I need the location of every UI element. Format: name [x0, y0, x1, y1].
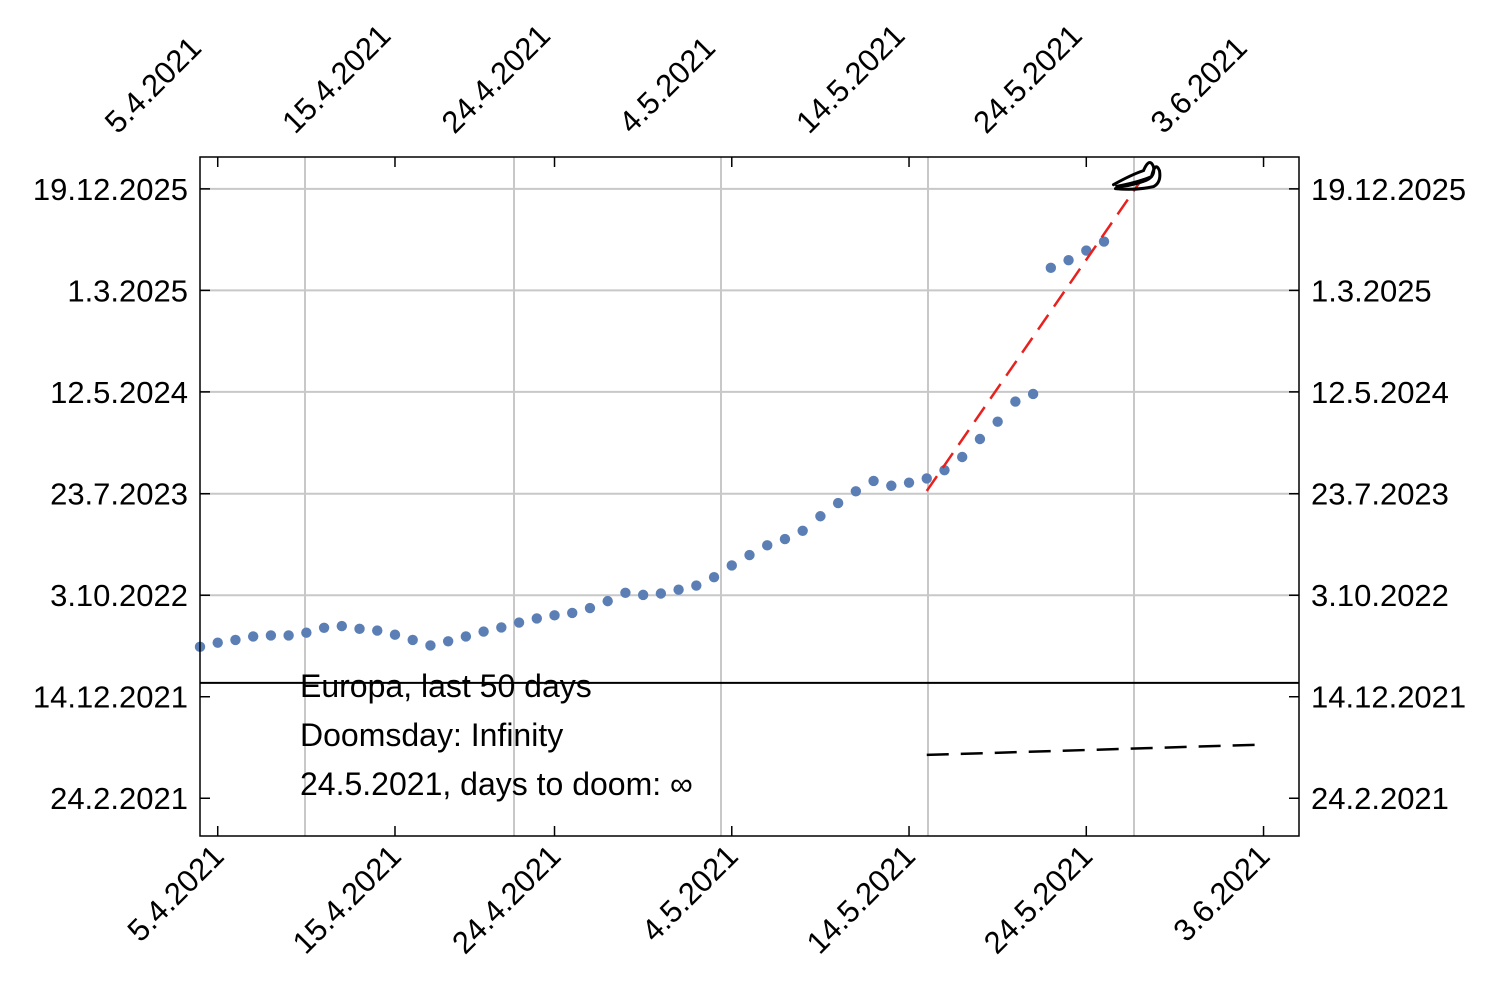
data-point: [442, 636, 454, 647]
x-tick-label-top: 24.5.2021: [966, 18, 1088, 140]
x-tick-label: 14.5.2021: [800, 838, 922, 960]
y-tick-label: 3.10.2022: [50, 578, 188, 613]
x-tick-label-top: 5.4.2021: [98, 30, 208, 140]
data-point: [1063, 255, 1074, 266]
data-point: [691, 580, 702, 591]
data-point: [1027, 388, 1039, 400]
data-point: [230, 634, 241, 646]
data-point: [247, 631, 259, 642]
data-point: [762, 540, 773, 551]
data-point: [407, 634, 418, 646]
data-point: [301, 627, 312, 638]
data-point: [513, 617, 525, 628]
data-point: [708, 572, 720, 583]
y-tick-label: 1.3.2025: [67, 273, 188, 308]
annotation-line-3: 24.5.2021, days to doom: ∞: [300, 766, 693, 802]
fit-line: [925, 181, 1141, 492]
data-point: [939, 464, 950, 476]
data-point: [850, 486, 862, 497]
y-tick-label-right: 12.5.2024: [1311, 375, 1449, 410]
data-point: [921, 473, 932, 484]
plot-border: [199, 156, 1300, 837]
data-point: [992, 416, 1003, 427]
data-point: [903, 477, 915, 488]
data-point: [265, 630, 277, 641]
x-tick-label: 3.6.2021: [1166, 838, 1276, 948]
y-tick-label-right: 23.7.2023: [1311, 477, 1449, 512]
data-point: [886, 480, 897, 491]
data-point: [620, 587, 631, 599]
y-tick-label: 19.12.2025: [33, 172, 188, 207]
data-point: [336, 620, 348, 632]
y-tick-label-right: 19.12.2025: [1311, 172, 1466, 207]
data-point: [372, 625, 383, 636]
data-point: [655, 588, 667, 599]
data-point: [478, 626, 489, 637]
data-point: [531, 613, 542, 624]
y-tick-label: 23.7.2023: [50, 477, 188, 512]
y-tick-label-right: 1.3.2025: [1311, 273, 1432, 308]
x-tick-label-top: 15.4.2021: [275, 18, 397, 140]
data-point: [1098, 236, 1110, 247]
doom-marker-scribble: [1111, 161, 1162, 191]
data-point: [868, 475, 879, 487]
data-point: [957, 451, 968, 463]
data-point: [584, 602, 596, 614]
x-tick-label: 24.4.2021: [445, 838, 567, 960]
data-point: [354, 623, 365, 635]
data-point: [212, 637, 223, 648]
y-tick-label-right: 24.2.2021: [1311, 781, 1449, 816]
data-point: [1045, 262, 1057, 274]
y-tick-label: 12.5.2024: [50, 375, 188, 410]
data-point: [637, 589, 649, 601]
data-point: [389, 629, 401, 640]
y-tick-label-right: 14.12.2021: [1311, 680, 1466, 715]
annotation: Europa, last 50 days Doomsday: Infinity …: [300, 668, 693, 802]
doom-line: [926, 743, 1264, 757]
data-point: [779, 533, 791, 545]
data-points: [194, 236, 1110, 653]
data-point: [1081, 245, 1092, 256]
y-tick-label: 14.12.2021: [33, 680, 188, 715]
data-point: [549, 610, 560, 621]
annotation-line-2: Doomsday: Infinity: [300, 717, 563, 753]
data-point: [974, 433, 986, 445]
x-tick-label: 5.4.2021: [121, 838, 231, 948]
data-point: [496, 622, 507, 633]
data-point: [318, 622, 330, 633]
x-tick-label: 15.4.2021: [286, 838, 408, 960]
x-tick-label: 4.5.2021: [635, 838, 745, 948]
data-point: [460, 631, 472, 642]
data-point: [283, 630, 294, 641]
x-tick-label-top: 24.4.2021: [435, 18, 557, 140]
data-point: [567, 607, 578, 619]
data-point: [744, 549, 755, 561]
data-point: [425, 640, 436, 651]
data-point: [673, 584, 684, 595]
data-point: [797, 525, 808, 536]
data-point: [1010, 396, 1021, 407]
annotation-line-1: Europa, last 50 days: [300, 668, 592, 704]
x-tick-label-top: 14.5.2021: [789, 18, 911, 140]
trend-lines: [925, 161, 1264, 757]
data-point: [832, 497, 844, 509]
plot-frame: [199, 156, 1300, 837]
x-tick-label: 24.5.2021: [977, 838, 1099, 960]
data-point: [602, 595, 613, 607]
y-tick-label: 24.2.2021: [50, 781, 188, 816]
data-point: [815, 511, 826, 522]
tick-labels: 5.4.2021 5.4.2021 15.4.2021 15.4.2021 24.4.2…: [33, 18, 1466, 961]
x-tick-label-top: 4.5.2021: [612, 30, 722, 140]
y-tick-label-right: 3.10.2022: [1311, 578, 1449, 613]
data-point: [726, 560, 737, 571]
x-tick-label-top: 3.6.2021: [1144, 30, 1254, 140]
